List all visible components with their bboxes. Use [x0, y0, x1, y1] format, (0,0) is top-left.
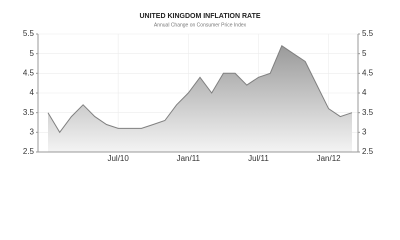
area: [48, 45, 352, 152]
y-tick-label: 3.5: [23, 108, 35, 117]
x-tick-label: Jan/11: [177, 154, 201, 163]
y2-tick-label: 4.5: [362, 68, 374, 77]
line: [47, 45, 353, 134]
y2-tick-label: 3.5: [362, 108, 374, 117]
y2-tick-label: 4: [362, 88, 367, 97]
y-tick-label: 5: [30, 49, 35, 58]
x-tick-label: Jan/12: [317, 154, 342, 163]
chart-subtitle: Annual Change on Consumer Price Index: [154, 22, 247, 28]
y2-tick-label: 3: [362, 127, 367, 136]
y-tick-label: 5.5: [23, 29, 35, 38]
chart: UNITED KINGDOM INFLATION RATE Annual Cha…: [23, 13, 374, 163]
x-tick-label: Jul/10: [107, 154, 129, 163]
page: UNITED KINGDOM INFLATION RATE Annual Cha…: [22, 12, 374, 164]
y-tick-label: 2.5: [23, 147, 35, 156]
y2-tick-label: 5.5: [362, 29, 374, 38]
y2-tick-label: 5: [362, 49, 367, 58]
y-tick-label: 4: [30, 88, 35, 97]
x-tick-label: Jul/11: [248, 154, 269, 163]
y-tick-label: 3: [30, 127, 35, 136]
chart-title: UNITED KINGDOM INFLATION RATE: [139, 13, 260, 20]
y-tick-label: 4.5: [23, 68, 35, 77]
y2-tick-label: 2.5: [362, 147, 374, 156]
